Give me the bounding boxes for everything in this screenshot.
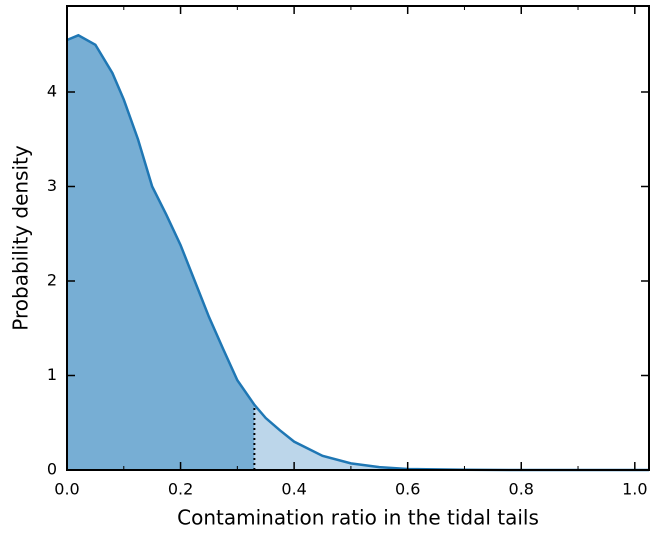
x-axis-title: Contamination ratio in the tidal tails — [177, 506, 539, 530]
y-tick-label: 3 — [47, 176, 57, 195]
y-tick-label: 2 — [47, 270, 57, 289]
x-tick-label: 0.6 — [395, 480, 420, 499]
y-tick-label: 1 — [47, 365, 57, 384]
y-tick-label: 4 — [47, 81, 57, 100]
x-tick-label: 0.8 — [509, 480, 534, 499]
x-tick-label: 0.0 — [54, 480, 79, 499]
plot-frame — [66, 5, 650, 471]
area-fill — [67, 35, 255, 470]
x-tick-label: 1.0 — [622, 480, 647, 499]
x-tick-label: 0.4 — [281, 480, 306, 499]
y-axis-title: Probability density — [9, 145, 33, 331]
x-tick-label: 0.2 — [168, 480, 193, 499]
y-tick-label: 0 — [47, 460, 57, 479]
tail-fill — [254, 404, 649, 470]
